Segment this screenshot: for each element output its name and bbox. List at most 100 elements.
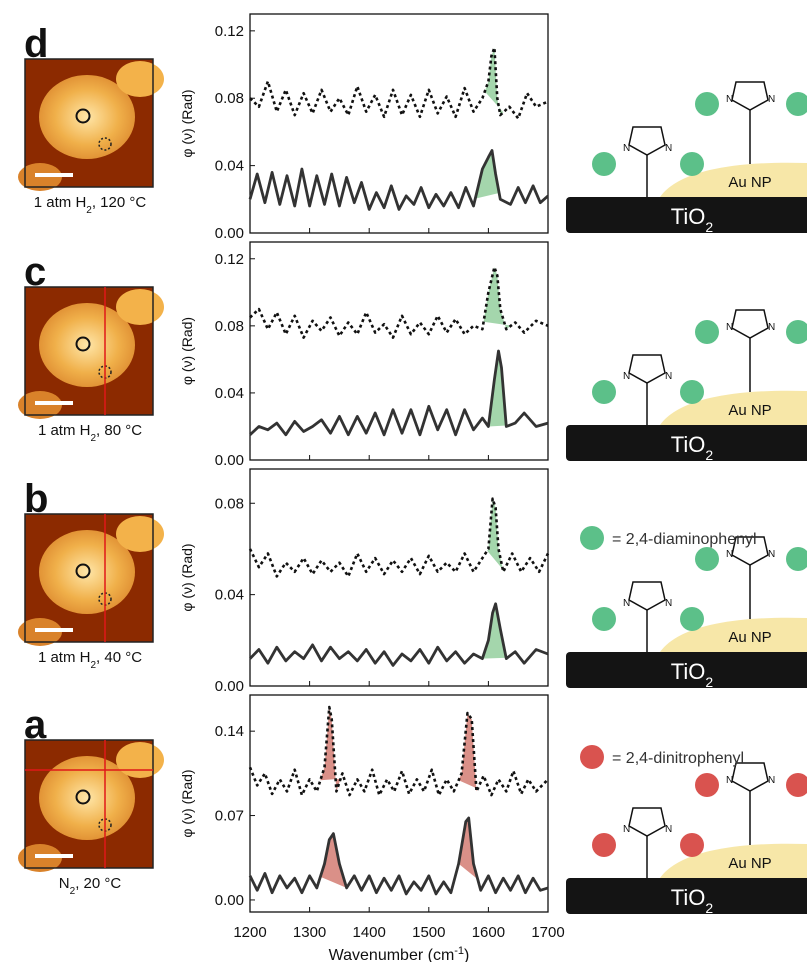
aryl-group-dot xyxy=(592,833,616,857)
imidazole-ring xyxy=(628,807,666,837)
x-axis-label-text: Wavenumber (cm xyxy=(329,947,455,962)
nitrogen-label: N xyxy=(726,322,733,333)
aryl-group-dot xyxy=(695,773,719,797)
y-axis-label: φ (ν) (Rad) xyxy=(179,89,195,157)
plot-frame xyxy=(249,13,549,234)
nitrogen-label: N xyxy=(768,322,775,333)
nitrogen-label: N xyxy=(768,94,775,105)
afm-particle xyxy=(39,530,135,614)
y-tick-label: 0.12 xyxy=(215,251,244,268)
series-line-solid xyxy=(249,349,549,437)
nitrogen-label: N xyxy=(726,775,733,786)
scale-bar xyxy=(35,854,73,858)
y-tick-label: 0.00 xyxy=(215,678,244,695)
afm-image xyxy=(18,58,164,191)
condition-text-rest: , 40 °C xyxy=(96,649,142,666)
afm-particle-edge xyxy=(116,61,164,97)
tio2-label: TiO2 xyxy=(671,885,714,916)
panel-a: aN2, 20 °C0.000.070.14φ (ν) (Rad)1200 130… xyxy=(18,694,807,962)
aryl-group-dot xyxy=(592,380,616,404)
y-tick-label: 0.00 xyxy=(215,892,244,909)
series-line-solid xyxy=(248,816,549,896)
y-tick-label: 0.04 xyxy=(215,385,244,402)
series-line-dotted xyxy=(248,497,550,578)
series-line-dotted xyxy=(249,46,549,120)
imidazole-ring xyxy=(628,126,666,156)
plot-frame xyxy=(249,694,549,913)
tio2-label: TiO2 xyxy=(671,204,714,235)
condition-text-rest: , 80 °C xyxy=(96,422,142,439)
au-np-label: Au NP xyxy=(728,629,771,646)
afm-particle xyxy=(39,756,135,840)
reference-position-marker xyxy=(98,137,112,151)
panel-d: d1 atm H2, 120 °C0.000.040.080.12φ (ν) (… xyxy=(18,13,807,242)
nitrogen-label: N xyxy=(665,598,672,609)
afm-particle xyxy=(39,75,135,159)
au-np-label: Au NP xyxy=(728,855,771,872)
y-axis-label: φ (ν) (Rad) xyxy=(179,317,195,385)
panel-c: c1 atm H2, 80 °C0.000.040.080.12φ (ν) (R… xyxy=(18,241,807,469)
tio2-support xyxy=(566,425,807,461)
aryl-group-dot xyxy=(695,547,719,571)
x-tick-label: 1400 xyxy=(353,924,386,941)
series-line-dotted xyxy=(248,705,549,797)
condition-text-rest: , 120 °C xyxy=(92,194,147,211)
imidazole-ring xyxy=(628,354,666,384)
afm-particle-edge xyxy=(116,289,164,325)
tip-position-marker xyxy=(75,336,91,352)
tio2-support xyxy=(566,878,807,914)
au-nanoparticle xyxy=(660,390,807,425)
tio2-label: TiO2 xyxy=(671,432,714,463)
series-line-dotted xyxy=(249,265,549,339)
y-tick-label: 0.08 xyxy=(215,90,244,107)
aryl-group-dot xyxy=(786,320,807,344)
afm-image xyxy=(18,513,164,646)
tip-position-marker xyxy=(75,108,91,124)
scale-bar xyxy=(35,628,73,632)
tio2-subscript: 2 xyxy=(705,674,713,690)
chart: 0.00 0.04 0.08 0.12 φ (ν) (Rad) xyxy=(179,241,549,469)
nitrogen-label: N xyxy=(768,549,775,560)
plot-frame xyxy=(249,241,549,461)
aryl-group-dot xyxy=(786,773,807,797)
condition-label: 1 atm H2, 80 °C xyxy=(38,422,142,444)
au-np-label: Au NP xyxy=(728,174,771,191)
aryl-group-dot xyxy=(786,92,807,116)
y-tick-label: 0.00 xyxy=(215,452,244,469)
condition-text: N xyxy=(59,875,70,892)
tio2-text: TiO xyxy=(671,204,706,229)
tip-position-marker xyxy=(75,789,91,805)
chart: 0.00 0.07 0.14 φ (ν) (Rad) 1200 1300 1400 1500 1… xyxy=(179,694,565,962)
imidazole-ring xyxy=(731,81,769,111)
tio2-text: TiO xyxy=(671,885,706,910)
tio2-support xyxy=(566,652,807,688)
peak-fill xyxy=(482,603,508,659)
nitrogen-label: N xyxy=(623,371,630,382)
afm-frame xyxy=(24,286,154,416)
y-axis-label: φ (ν) (Rad) xyxy=(179,543,195,611)
y-axis-label: φ (ν) (Rad) xyxy=(179,769,195,837)
legend-swatch xyxy=(580,745,604,769)
scale-bar xyxy=(35,401,73,405)
legend-swatch xyxy=(580,526,604,550)
tio2-subscript: 2 xyxy=(705,219,713,235)
legend-entry: = 2,4-diaminophenyl xyxy=(580,526,757,550)
imidazole-ring xyxy=(628,581,666,611)
nitrogen-label: N xyxy=(726,549,733,560)
aryl-group-dot xyxy=(786,547,807,571)
tio2-label: TiO2 xyxy=(671,659,714,690)
scale-bar xyxy=(35,173,73,177)
au-nanoparticle xyxy=(660,162,807,197)
aryl-group-dot xyxy=(695,92,719,116)
series-line-solid xyxy=(248,149,549,211)
nitrogen-label: N xyxy=(623,143,630,154)
